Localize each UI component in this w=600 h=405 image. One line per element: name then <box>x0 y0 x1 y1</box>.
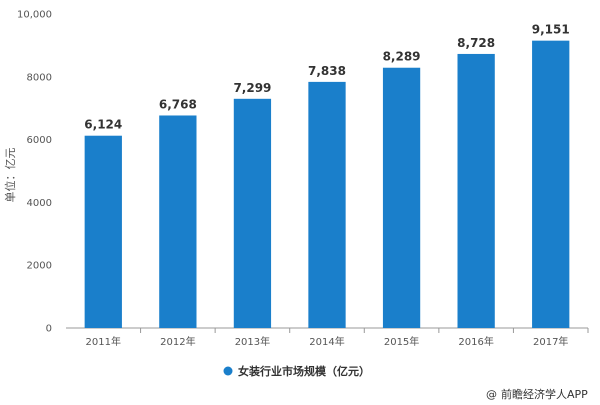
x-tick-label: 2012年 <box>160 335 195 348</box>
data-label: 8,289 <box>383 50 421 64</box>
y-axis: 0 2000 4000 6000 8000 10,000 <box>17 10 52 335</box>
legend-marker <box>223 366 233 376</box>
y-tick-label: 8000 <box>27 72 52 83</box>
bar <box>532 40 570 328</box>
credit: @ 前瞻经济学人APP <box>486 387 588 401</box>
y-tick-label: 6000 <box>27 135 52 146</box>
data-label: 7,299 <box>233 81 271 95</box>
bar <box>233 98 272 328</box>
data-label: 8,728 <box>457 36 495 50</box>
y-tick-label: 2000 <box>27 261 52 272</box>
x-tick-label: 2017年 <box>533 335 568 348</box>
y-tick-label: 0 <box>46 324 52 335</box>
legend: 女装行业市场规模（亿元） <box>223 364 370 378</box>
x-tick-label: 2011年 <box>86 335 121 348</box>
bar <box>308 81 346 328</box>
x-tick-label: 2014年 <box>309 335 344 348</box>
bar <box>159 115 197 328</box>
data-label: 6,768 <box>159 97 197 111</box>
bar <box>382 67 421 328</box>
data-label: 7,838 <box>308 64 346 78</box>
credit-symbol: @ <box>486 388 497 401</box>
legend-label: 女装行业市场规模（亿元） <box>238 364 370 378</box>
bar <box>457 53 495 329</box>
credit-text: 前瞻经济学人APP <box>501 387 588 401</box>
x-ticks: 2011年 2012年 2013年 2014年 2015年 2016年 2017年 <box>86 328 589 348</box>
x-tick-label: 2015年 <box>384 335 419 348</box>
y-tick-label: 10,000 <box>17 10 52 21</box>
x-tick-label: 2013年 <box>235 335 270 348</box>
data-label: 9,151 <box>532 23 570 37</box>
bar <box>84 135 122 328</box>
y-axis-label: 单位：亿元 <box>3 148 17 203</box>
x-tick-label: 2016年 <box>458 335 493 348</box>
y-tick-label: 4000 <box>27 198 52 209</box>
data-label: 6,124 <box>84 118 122 132</box>
bars: 6,124 6,768 7,299 7,838 8,289 8,728 9,151 <box>84 23 570 329</box>
